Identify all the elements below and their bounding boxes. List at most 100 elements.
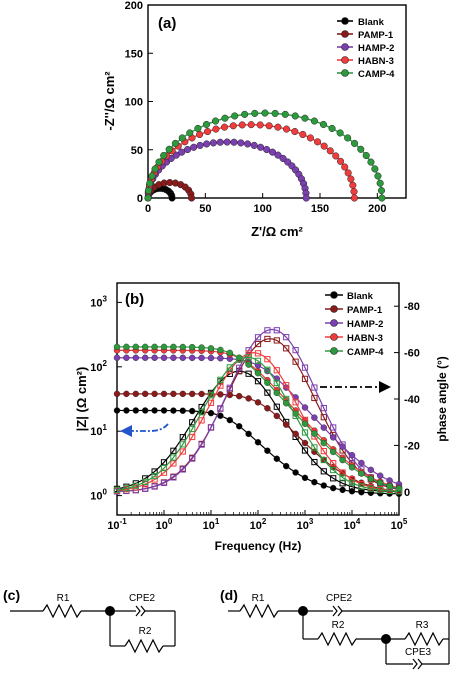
bode-magnitude-point-CAMP-4	[301, 420, 309, 427]
bode-phase-point-CAMP-4	[386, 487, 393, 495]
bode-phase-point-Blank	[320, 468, 327, 475]
nyquist-point-HAMP-2	[223, 138, 231, 146]
bode-magnitude-point-CAMP-4	[170, 343, 177, 351]
bode-phase-point-CAMP-4	[367, 485, 374, 492]
nyquist-point-HABN-3	[282, 125, 291, 133]
nyquist-point-HABN-3	[337, 157, 345, 165]
bode-phase-point-CAMP-4	[179, 441, 186, 448]
cpe-element	[412, 658, 418, 670]
bode-phase-point-HAMP-2	[292, 347, 299, 354]
resistor-r2	[317, 631, 357, 647]
bode-phase-point-Blank	[264, 389, 271, 396]
nyquist-point-HABN-3	[347, 175, 355, 183]
nyquist-chart: (a) Z'/Ω cm² -Z''/Ω cm² 0 50 100 150 200 0 50 1…	[102, 0, 407, 239]
bode-phase-point-HABN-3	[151, 476, 158, 483]
nyquist-legend-label: HAMP-2	[358, 43, 394, 54]
bode-magnitude-point-HAMP-2	[348, 452, 356, 459]
nyquist-point-CAMP-4	[144, 187, 152, 195]
bode-phase-point-Blank	[245, 370, 252, 377]
bode-magnitude-point-HAMP-2	[198, 354, 205, 362]
bode-magnitude-point-PAMP-1	[235, 392, 243, 400]
nyquist-point-HABN-3	[320, 142, 328, 150]
nyquist-y-tick-label: 50	[131, 145, 143, 157]
bode-magnitude-point-HAMP-2	[179, 354, 187, 362]
bode-magnitude-point-PAMP-1	[264, 405, 271, 412]
nyquist-point-HABN-3	[204, 127, 212, 136]
bode-magnitude-point-CAMP-4	[330, 448, 337, 456]
bode-phase-point-CAMP-4	[151, 472, 158, 480]
bode-magnitude-point-Blank	[273, 455, 280, 462]
bode-y-left-tick-label: 103	[90, 294, 107, 309]
bode-phase-point-CAMP-4	[113, 486, 121, 493]
bode-magnitude-point-PAMP-1	[198, 390, 205, 398]
bode-phase-point-CAMP-4	[311, 444, 318, 451]
nyquist-point-CAMP-4	[377, 187, 386, 195]
bode-phase-point-CAMP-4	[142, 478, 149, 485]
nyquist-point-HAMP-2	[196, 141, 204, 149]
nyquist-point-CAMP-4	[171, 139, 179, 147]
circuit-d-r1-label: R1	[252, 593, 265, 604]
circuit-c-r2-label: R2	[139, 626, 152, 637]
bode-x-tick-label: 101	[203, 517, 220, 532]
nyquist-point-HAMP-2	[237, 139, 245, 147]
cpe-element	[135, 605, 141, 617]
bode-magnitude-point-CAMP-4	[339, 456, 346, 464]
bode-phase-point-HAMP-2	[179, 466, 186, 473]
bode-magnitude-point-CAMP-4	[188, 343, 196, 351]
bode-magnitude-point-PAMP-1	[188, 390, 196, 398]
nyquist-point-HAMP-2	[172, 151, 180, 159]
nyquist-legend-marker	[341, 17, 349, 25]
nyquist-point-CAMP-4	[310, 117, 318, 125]
resistor-r3	[404, 631, 444, 647]
nyquist-y-tick-label: 150	[125, 48, 143, 60]
nyquist-point-CAMP-4	[374, 172, 382, 180]
bode-phase-point-PAMP-1	[254, 340, 262, 348]
bode-phase-point-CAMP-4	[301, 429, 309, 436]
bode-magnitude-point-Blank	[179, 407, 187, 414]
bode-magnitude-point-PAMP-1	[123, 390, 130, 398]
bode-phase-point-CAMP-4	[292, 412, 299, 420]
nyquist-legend-marker	[341, 30, 349, 38]
bode-x-tick-label: 10-1	[107, 517, 127, 532]
bode-magnitude-point-CAMP-4	[207, 345, 215, 352]
bode-phase-point-HAMP-2	[226, 384, 233, 391]
bode-phase-point-CAMP-4	[160, 464, 168, 472]
nyquist-point-HABN-3	[274, 123, 282, 131]
nyquist-point-CAMP-4	[151, 165, 159, 173]
bode-magnitude-point-PAMP-1	[141, 390, 149, 398]
bode-phase-point-CAMP-4	[198, 409, 205, 416]
nyquist-y-tick-label: 0	[137, 193, 143, 205]
bode-legend-label: CAMP-4	[347, 347, 384, 358]
bode-y-left-tick-label: 100	[90, 488, 107, 503]
nyquist-point-HAMP-2	[203, 140, 211, 148]
bode-phase-point-HABN-3	[179, 448, 186, 455]
bode-phase-point-HABN-3	[264, 356, 271, 363]
bode-phase-point-PAMP-1	[273, 337, 280, 344]
bode-phase-point-Blank	[301, 447, 309, 454]
bode-magnitude-point-Blank	[188, 407, 196, 415]
bode-magnitude-point-Blank	[160, 407, 168, 414]
bode-magnitude-point-CAMP-4	[132, 343, 140, 351]
nyquist-point-CAMP-4	[336, 129, 344, 137]
bode-phase-point-HAMP-2	[348, 455, 356, 462]
circuit-c: (c) R1 CPE2 R2	[3, 587, 176, 654]
bode-magnitude-point-HAMP-2	[160, 354, 168, 361]
bode-phase-point-HAMP-2	[151, 483, 158, 490]
bode-legend-label: Blank	[347, 291, 374, 302]
bode-magnitude-point-PAMP-1	[254, 399, 262, 406]
nyquist-point-CAMP-4	[202, 120, 211, 129]
nyquist-point-CAMP-4	[194, 124, 202, 132]
bode-magnitude-point-Blank	[339, 486, 346, 494]
nyquist-legend-label: CAMP-4	[358, 69, 395, 80]
nyquist-point-CAMP-4	[155, 158, 163, 166]
nyquist-point-HABN-3	[291, 127, 299, 136]
bode-magnitude-point-HAMP-2	[141, 354, 149, 361]
bode-phase-point-HABN-3	[189, 433, 196, 441]
bode-phase-point-Blank	[170, 447, 177, 454]
bode-magnitude-line-HAMP-2	[117, 357, 400, 485]
nyquist-legend-label: PAMP-1	[358, 30, 394, 41]
bode-phase-point-PAMP-1	[301, 375, 309, 382]
nyquist-point-CAMP-4	[186, 129, 194, 137]
nyquist-point-CAMP-4	[211, 117, 220, 125]
bode-phase-point-HAMP-2	[254, 334, 262, 341]
